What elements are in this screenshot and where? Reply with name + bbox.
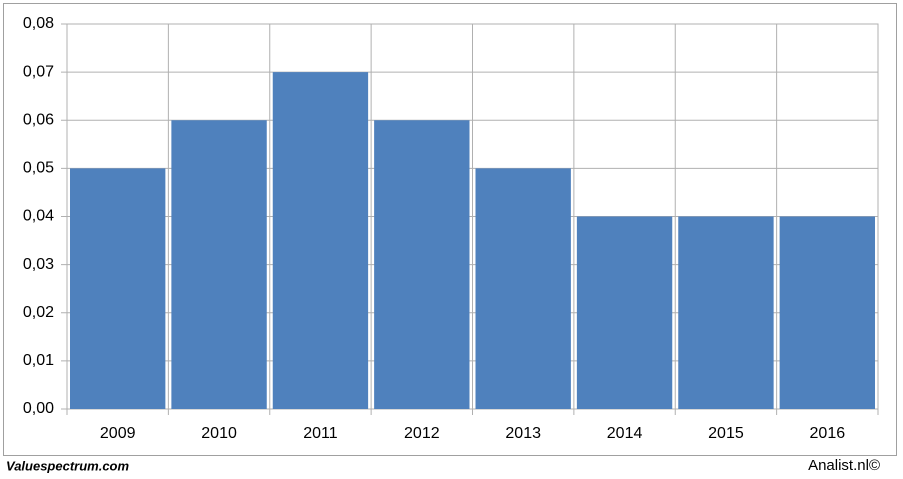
y-tick-label: 0,04 xyxy=(23,208,54,225)
y-tick-label: 0,06 xyxy=(23,111,54,128)
x-tick-label: 2016 xyxy=(810,425,846,442)
y-tick-label: 0,08 xyxy=(23,15,54,32)
y-tick-label: 0,00 xyxy=(23,400,54,417)
bar xyxy=(475,168,571,409)
bar xyxy=(576,216,673,409)
y-tick-label: 0,01 xyxy=(23,352,54,369)
x-tick-label: 2012 xyxy=(404,425,440,442)
bar xyxy=(272,72,369,409)
credit: Analist.nl© xyxy=(808,457,880,474)
y-tick-label: 0,02 xyxy=(23,304,54,321)
source: Valuespectrum.com xyxy=(6,458,130,473)
y-tick-label: 0,07 xyxy=(23,63,54,80)
bar xyxy=(70,168,166,409)
y-tick-label: 0,03 xyxy=(23,256,54,273)
x-tick-label: 2011 xyxy=(303,425,338,442)
bar xyxy=(678,216,774,409)
x-tick-label: 2015 xyxy=(708,425,744,442)
bar xyxy=(779,216,875,409)
bar xyxy=(374,120,470,409)
x-tick-label: 2009 xyxy=(100,425,136,442)
x-tick-label: 2014 xyxy=(607,425,643,442)
y-tick-label: 0,05 xyxy=(23,160,54,177)
bar xyxy=(171,120,267,409)
x-tick-label: 2013 xyxy=(505,425,541,442)
x-tick-label: 2010 xyxy=(201,425,237,442)
